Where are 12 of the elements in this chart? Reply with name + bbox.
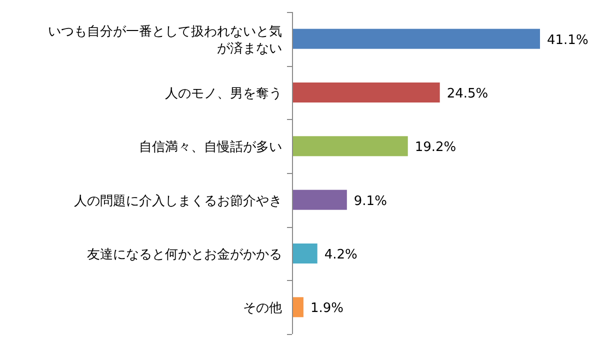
data-label: 24.5%: [446, 86, 488, 102]
y-tick-label: その他: [243, 301, 282, 316]
y-tick-label: 人のモノ、男を奪う: [165, 86, 282, 102]
data-label: 1.9%: [310, 301, 344, 316]
data-label: 4.2%: [324, 248, 358, 262]
data-label: 41.1%: [547, 32, 588, 48]
y-tick-label: 自信満々、自慢話が多い: [139, 140, 282, 156]
data-label: 19.2%: [414, 140, 456, 156]
y-tick-label: いつも自分が一番として扱われないと気が済まない: [48, 24, 282, 56]
y-tick-label: 友達になると何かとお金がかかる: [87, 248, 282, 262]
data-label: 9.1%: [354, 194, 387, 209]
y-tick-label: 人の問題に介入しまくるお節介やき: [74, 194, 282, 209]
